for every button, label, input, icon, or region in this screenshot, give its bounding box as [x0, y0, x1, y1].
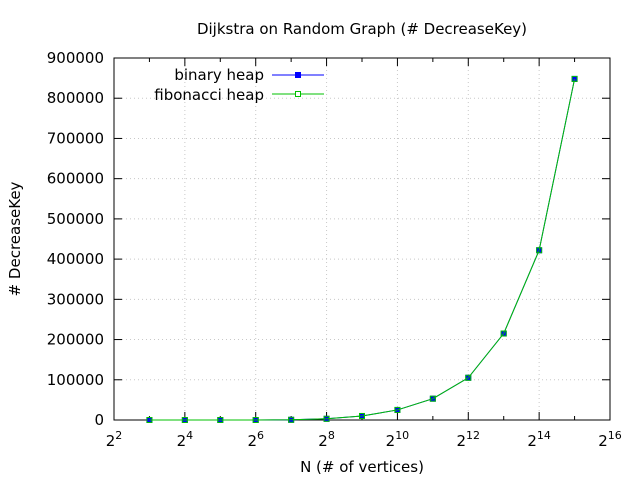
data-point-fibonacci-heap: [429, 395, 436, 402]
x-tick-label: 210: [386, 429, 410, 450]
y-tick-label: 500000: [47, 210, 104, 228]
series-line-binary-heap: [149, 78, 576, 421]
data-point-fibonacci-heap: [146, 417, 153, 423]
x-axis: 22 24 26 28 210 212 214 216: [106, 58, 622, 450]
x-tick-label: 212: [457, 429, 481, 450]
y-axis: 0 100000 200000 300000 400000 500000 600000 700…: [47, 49, 610, 429]
data-point-fibonacci-heap: [323, 415, 330, 422]
y-tick-label: 900000: [47, 49, 104, 67]
data-point-fibonacci-heap: [217, 417, 224, 423]
plot-frame: [113, 57, 611, 421]
data-point-fibonacci-heap: [571, 75, 578, 82]
data-point-fibonacci-heap: [252, 417, 259, 423]
y-tick-label: 100000: [47, 371, 104, 389]
legend-label-binary-heap: binary heap: [174, 66, 264, 84]
data-point-fibonacci-heap: [288, 416, 295, 423]
series-line-fibonacci-heap: [149, 78, 576, 421]
y-tick-label: 300000: [47, 290, 104, 308]
legend-label-fibonacci-heap: fibonacci heap: [154, 86, 264, 104]
y-tick-label: 800000: [47, 89, 104, 107]
x-tick-label: 24: [177, 429, 194, 450]
chart-title: Dijkstra on Random Graph (# DecreaseKey): [197, 20, 527, 38]
y-tick-label: 700000: [47, 129, 104, 147]
legend-marker-fibonacci-heap: [295, 91, 301, 97]
series-fibonacci-heap: [146, 75, 578, 423]
grid: [114, 58, 610, 420]
data-point-binary-heap: [146, 417, 153, 423]
x-axis-label: N (# of vertices): [300, 458, 424, 476]
y-tick-label: 200000: [47, 331, 104, 349]
series-layer: [146, 75, 578, 423]
data-point-fibonacci-heap: [536, 247, 543, 254]
legend-entry-binary-heap: binary heap: [174, 66, 324, 84]
y-tick-label: 600000: [47, 170, 104, 188]
legend: binary heap fibonacci heap: [154, 66, 324, 104]
y-axis-label: # DecreaseKey: [6, 181, 24, 296]
x-tick-label: 28: [318, 429, 335, 450]
y-tick-label: 0: [94, 411, 104, 429]
x-tick-label: 214: [527, 429, 551, 450]
data-point-binary-heap: [571, 75, 578, 82]
series-binary-heap: [146, 75, 578, 423]
legend-entry-fibonacci-heap: fibonacci heap: [154, 86, 324, 104]
x-tick-label: 26: [247, 429, 264, 450]
data-point-fibonacci-heap: [359, 412, 365, 419]
data-point-fibonacci-heap: [181, 417, 188, 423]
data-point-fibonacci-heap: [500, 330, 507, 337]
data-point-fibonacci-heap: [394, 406, 401, 413]
data-point-fibonacci-heap: [465, 374, 472, 381]
x-tick-label: 22: [106, 429, 123, 450]
x-tick-label: 216: [598, 429, 622, 450]
legend-marker-binary-heap: [295, 72, 301, 78]
y-tick-label: 400000: [47, 250, 104, 268]
